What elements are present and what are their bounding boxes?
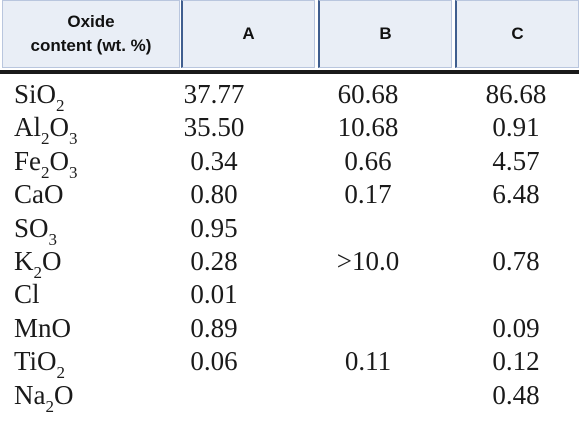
value-b: 60.68 [337, 79, 399, 109]
value-b: 10.68 [337, 112, 399, 143]
oxide-subscript: 2 [56, 96, 65, 115]
table-row: Na2O 0.48 [0, 379, 579, 415]
value-b: 0.11 [344, 346, 392, 377]
value-a: 37.77 [183, 79, 245, 109]
oxide-name: Cl [14, 279, 40, 309]
value-c: 6.48 [492, 179, 540, 210]
oxide-subscript: 3 [48, 229, 58, 249]
oxide-name: SiO2 [14, 79, 65, 114]
oxide-formula-main: SiO [14, 79, 57, 109]
table-row: Fe2O3 0.34 0.66 4.57 [0, 145, 579, 181]
value-a: 35.50 [183, 112, 245, 143]
oxide-subscript: 2 [45, 396, 54, 416]
oxide-subscript: 2 [41, 162, 50, 182]
value-c: 86.68 [485, 79, 547, 109]
value-b: 0.17 [344, 179, 392, 210]
oxide-formula-main: Cl [14, 279, 40, 310]
oxide-formula-main: TiO [14, 346, 57, 377]
table-row: TiO2 0.06 0.11 0.12 [0, 346, 579, 381]
table-row: SO3 0.95 [0, 212, 579, 248]
value-a: 0.80 [190, 179, 238, 210]
oxide-subscript-2: 3 [69, 162, 78, 182]
oxide-name: K2O [14, 246, 62, 281]
table-row: MnO 0.89 0.09 [0, 313, 579, 346]
table-row: K2O 0.28 >10.0 0.78 [0, 246, 579, 281]
oxide-formula-tail: O [53, 379, 74, 410]
value-a: 0.34 [190, 145, 238, 176]
oxide-formula-main: CaO [14, 179, 64, 210]
oxide-formula-main: K [14, 246, 34, 276]
header-col-b: B [318, 0, 452, 68]
value-c: 0.48 [492, 379, 540, 410]
oxide-formula-tail: O [42, 246, 62, 276]
header-oxide-line1: Oxide [67, 12, 115, 31]
table-row: SiO2 37.77 60.68 86.68 [0, 79, 579, 114]
header-divider [0, 70, 579, 74]
header-oxide-content: Oxide content (wt. %) [2, 0, 180, 68]
oxide-name: MnO [14, 313, 71, 343]
oxide-formula-tail: O [49, 145, 70, 176]
value-a: 0.06 [190, 346, 238, 377]
oxide-name: CaO [14, 179, 64, 209]
oxide-formula-tail: O [49, 112, 70, 143]
oxide-subscript: 2 [33, 263, 43, 282]
oxide-formula-main: MnO [14, 312, 72, 343]
table-row: Cl 0.01 [0, 279, 579, 312]
value-b: 0.66 [344, 145, 392, 176]
value-c: 4.57 [492, 145, 540, 176]
header-col-a: A [181, 0, 315, 68]
table-row: Al2O3 35.50 10.68 0.91 [0, 112, 579, 147]
oxide-subscript: 2 [41, 129, 50, 149]
header-col-c: C [455, 0, 579, 68]
value-c: 0.12 [492, 346, 540, 377]
oxide-formula-main: Na [14, 379, 46, 410]
oxide-formula-main: Al [14, 112, 41, 143]
oxide-formula-main: Fe [14, 145, 41, 176]
value-c: 0.09 [492, 312, 540, 343]
table-row: CaO 0.80 0.17 6.48 [0, 179, 579, 212]
value-a: 0.01 [190, 279, 238, 310]
value-c: 0.91 [492, 112, 540, 143]
value-a: 0.95 [190, 212, 238, 243]
oxide-subscript: 2 [56, 363, 66, 383]
value-b: >10.0 [336, 246, 400, 276]
header-oxide-line2: content (wt. %) [30, 36, 152, 55]
oxide-formula-main: SO [14, 212, 49, 243]
oxide-name: TiO2 [14, 346, 65, 381]
value-a: 0.89 [190, 312, 238, 343]
oxide-subscript-2: 3 [69, 129, 78, 149]
oxide-name: SO3 [14, 212, 57, 248]
oxide-name: Fe2O3 [14, 145, 78, 181]
oxide-name: Na2O [14, 379, 74, 415]
value-c: 0.78 [492, 246, 540, 276]
value-a: 0.28 [190, 246, 238, 276]
oxide-name: Al2O3 [14, 112, 78, 147]
